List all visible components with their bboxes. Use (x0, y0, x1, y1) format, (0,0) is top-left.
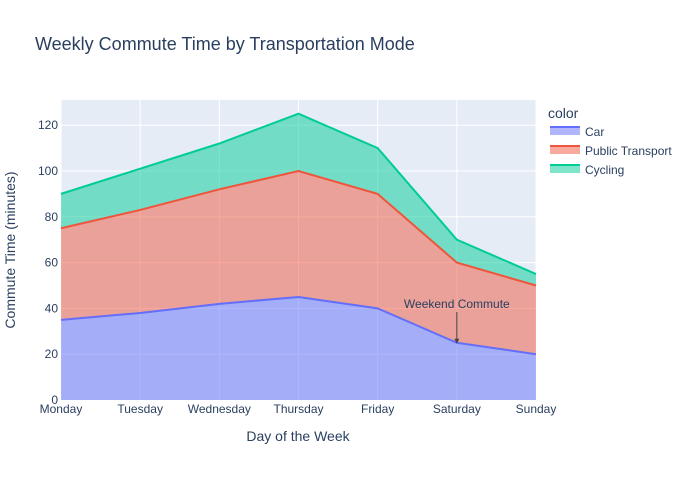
annotation-text: Weekend Commute (404, 297, 510, 311)
legend-swatch-cycling (550, 165, 580, 173)
y-axis-title: Commute Time (minutes) (2, 171, 18, 328)
annotation-arrowhead (454, 338, 460, 344)
x-tick-label: Sunday (516, 402, 557, 416)
chart-title: Weekly Commute Time by Transportation Mo… (35, 34, 415, 54)
x-axis-ticks: Monday Tuesday Wednesday Thursday Friday Satu… (40, 402, 557, 416)
legend-label-cycling: Cycling (585, 163, 624, 177)
area-car (61, 296, 536, 400)
y-tick-label: 60 (45, 256, 59, 270)
x-tick-label: Saturday (433, 402, 481, 416)
x-axis-title: Day of the Week (246, 428, 350, 444)
legend-swatch-car (550, 127, 580, 135)
y-tick-label: 20 (45, 347, 59, 361)
x-tick-label: Monday (40, 402, 83, 416)
x-tick-label: Friday (361, 402, 394, 416)
legend-title: color (548, 105, 579, 121)
y-tick-label: 100 (38, 164, 58, 178)
x-tick-label: Tuesday (117, 402, 163, 416)
legend-swatch-public-transport (550, 146, 580, 154)
y-axis-ticks: 0 20 40 60 80 100 120 (38, 118, 58, 407)
y-tick-label: 40 (45, 301, 59, 315)
y-tick-label: 120 (38, 118, 58, 132)
annotation: Weekend Commute (404, 297, 510, 344)
legend-label-public-transport: Public Transport (585, 144, 672, 158)
legend-label-car: Car (585, 125, 604, 139)
line-cycling (60, 112, 537, 275)
legend: color Car Public Transport Cycling (548, 105, 672, 177)
y-tick-label: 0 (51, 393, 58, 407)
x-tick-label: Wednesday (188, 402, 251, 416)
line-public-transport (60, 169, 537, 287)
y-tick-label: 80 (45, 210, 59, 224)
x-tick-label: Thursday (273, 402, 323, 416)
